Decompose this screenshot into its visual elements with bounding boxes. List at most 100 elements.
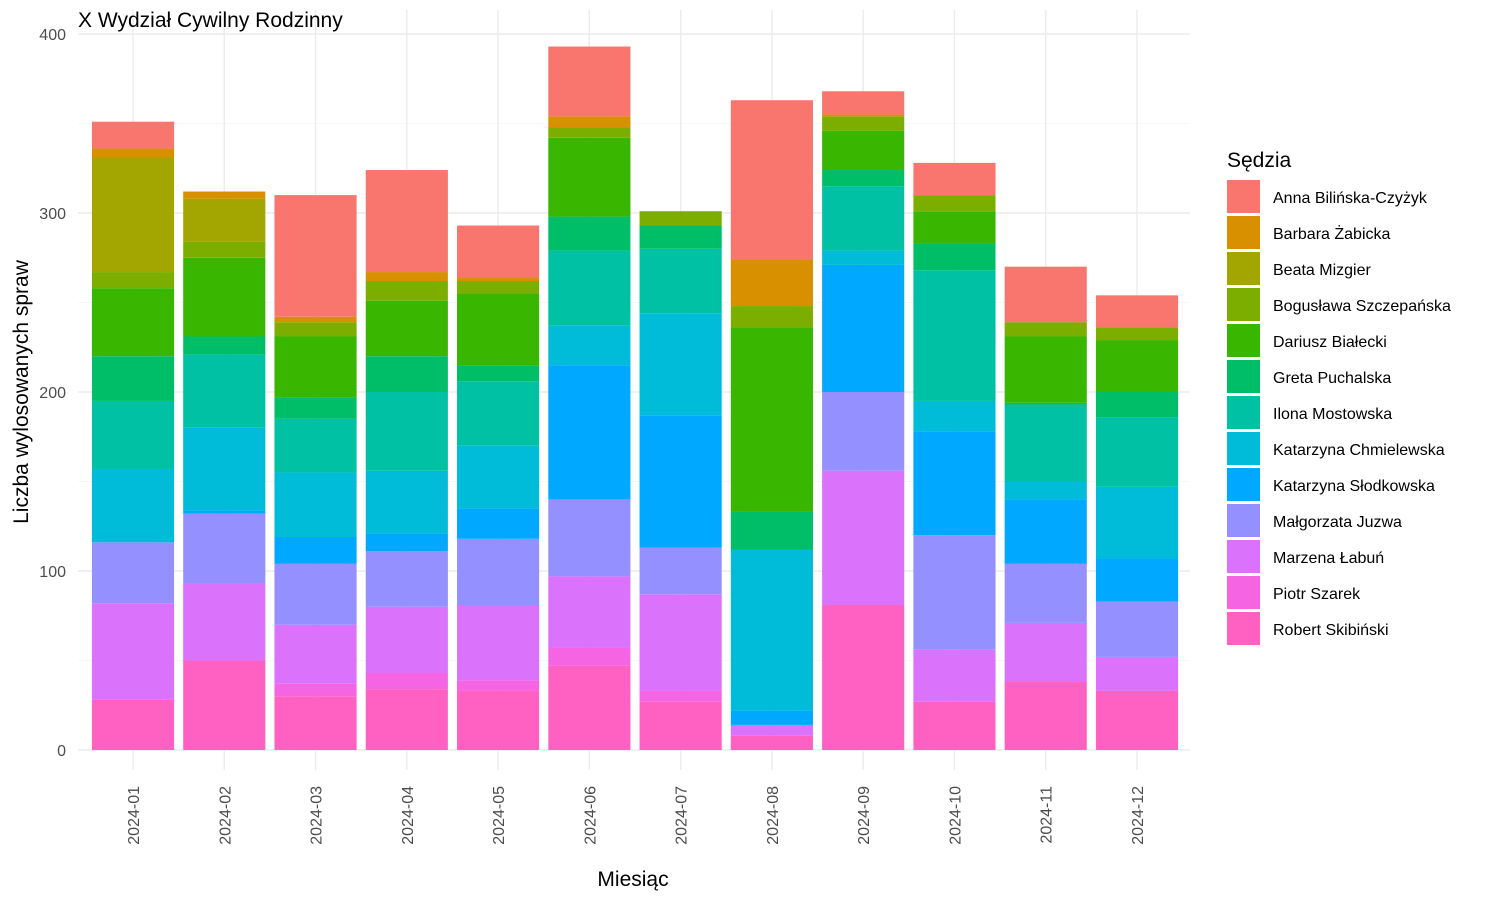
bar-segment: Katarzyna Słodkowska: 75 (548, 365, 631, 500)
legend-label: Ilona Mostowska (1273, 406, 1392, 423)
bar-segment: Robert Skibiński: 28 (91, 699, 175, 750)
y-tick-label: 0 (57, 743, 66, 760)
bar-segment: Katarzyna Słodkowska: 17 (457, 508, 540, 539)
legend-key (1227, 324, 1260, 357)
bar-segment: Małgorzata Juzwa: 34 (274, 563, 357, 625)
bar-segment: Anna Bilińska-Czyżyk: 89 (730, 100, 813, 260)
bar-segment: Robert Skibiński: 27 (639, 701, 722, 750)
bar-segment: Dariusz Białecki: 22 (822, 130, 905, 171)
bar-segment: Katarzyna Słodkowska: 8 (730, 710, 813, 725)
legend-key (1227, 360, 1260, 393)
bar-segment: Anna Bilińska-Czyżyk: 31 (1004, 266, 1087, 323)
bar-segment: Dariusz Białecki: 29 (1095, 340, 1179, 392)
bar-segment: Robert Skibiński: 50 (183, 660, 266, 750)
bar-segment: Greta Puchalska: 13 (639, 225, 722, 249)
legend-key (1227, 396, 1260, 429)
legend-label: Barbara Żabicka (1273, 224, 1390, 243)
legend-label: Dariusz Białecki (1273, 334, 1387, 351)
bar-segment: Dariusz Białecki: 31 (365, 300, 448, 357)
y-tick-label: 100 (39, 564, 66, 581)
chart-title: X Wydział Cywilny Rodzinny (78, 9, 343, 32)
bar-segment: Ilona Mostowska: 41 (183, 354, 266, 428)
bar-segment: Małgorzata Juzwa: 31 (1095, 601, 1179, 657)
x-tick-label: 2024-08 (765, 786, 782, 845)
bar-segment: Greta Puchalska: 25 (91, 356, 175, 401)
bar-segment: Greta Puchalska: 14 (1095, 392, 1179, 418)
x-tick-label: 2024-09 (856, 786, 873, 845)
x-tick-label: 2024-03 (309, 786, 326, 845)
bar-segment: Katarzyna Chmielewska: 57 (639, 313, 722, 416)
bar-segment: Dariusz Białecki: 34 (274, 336, 357, 398)
x-tick-label: 2024-04 (400, 786, 417, 845)
legend-key (1227, 216, 1260, 249)
bar-segment: Robert Skibiński: 8 (730, 735, 813, 750)
bar-segment: Anna Bilińska-Czyżyk: 29 (457, 225, 540, 278)
bar-segment: Robert Skibiński: 33 (457, 690, 540, 750)
bar-segment: Katarzyna Chmielewska: 22 (548, 325, 631, 366)
x-tick-label: 2024-07 (674, 786, 691, 845)
bar-segment: Bogusława Szczepańska: 8 (274, 322, 357, 337)
bar-segment: Marzena Łabuń: 43 (183, 583, 266, 661)
x-tick-label: 2024-12 (1130, 786, 1147, 845)
bar-segment: Ilona Mostowska: 73 (913, 270, 996, 401)
bar-segment: Barbara Żabicka: 5 (365, 272, 448, 282)
bar-segment: Bogusława Szczepańska: 9 (91, 272, 175, 289)
bar-segment: Marzena Łabuń: 33 (1004, 622, 1087, 682)
bar-segment: Robert Skibiński: 34 (365, 689, 448, 750)
bar-segment: Greta Puchalska: 9 (457, 365, 540, 382)
bar-segment: Beata Mizgier: 24 (183, 198, 266, 242)
bar-segment: Bogusława Szczepańska: 8 (822, 116, 905, 131)
bar-segment: Barbara Żabicka: 2 (457, 277, 540, 282)
bar-segment: Bogusława Szczepańska: 9 (913, 195, 996, 212)
bar-segment: Ilona Mostowska: 36 (457, 381, 540, 446)
bar-segment: Anna Bilińska-Czyżyk: 13 (822, 91, 905, 115)
bar-segment: Dariusz Białecki: 103 (730, 327, 813, 512)
bar-segment: Ilona Mostowska: 38 (91, 400, 175, 469)
bar-segment: Katarzyna Chmielewska: 46 (183, 427, 266, 511)
bar-segment: Marzena Łabuń: 29 (913, 649, 996, 702)
bar-segment: Katarzyna Słodkowska: 24 (1095, 558, 1179, 602)
bar-segment: Piotr Szarek: 7 (274, 683, 357, 697)
bar-segment: Marzena Łabuń: 75 (822, 470, 905, 606)
bar-segment: Marzena Łabuń: 37 (365, 606, 448, 674)
x-tick-label: 2024-01 (126, 786, 143, 845)
bar-segment: Bogusława Szczepańska: 9 (183, 241, 266, 258)
bar-segment: Katarzyna Chmielewska: 36 (274, 472, 357, 537)
bar-segment: Anna Bilińska-Czyżyk: 68 (274, 195, 357, 317)
legend-label: Piotr Szarek (1273, 586, 1361, 603)
legend-label: Greta Puchalska (1273, 370, 1391, 387)
bar-segment: Bogusława Szczepańska: 6 (548, 127, 631, 138)
bar-segment: Dariusz Białecki: 18 (913, 211, 996, 244)
legend-key (1227, 432, 1260, 465)
x-axis-title: Miesiąc (597, 868, 668, 891)
bar-segment: Dariusz Białecki: 38 (91, 288, 175, 357)
bar-segment: Katarzyna Słodkowska: 74 (639, 415, 722, 548)
bar-segment: Robert Skibiński: 38 (1004, 681, 1087, 750)
x-tick-label: 2024-05 (491, 786, 508, 845)
bar-segment: Małgorzata Juzwa: 34 (91, 542, 175, 604)
bar-segment: Greta Puchalska: 15 (913, 243, 996, 271)
y-axis-title: Liczba wylosowanych spraw (10, 259, 33, 524)
bar-segment: Bogusława Szczepańska: 8 (639, 211, 722, 226)
y-tick-label: 300 (39, 206, 66, 223)
bars-layer: Robert Skibiński: 28Marzena Łabuń: 54Mał… (91, 46, 1179, 750)
legend-label: Małgorzata Juzwa (1273, 514, 1402, 531)
bar-segment: Marzena Łabuń: 33 (274, 624, 357, 684)
bar-segment: Katarzyna Chmielewska: 35 (457, 445, 540, 509)
bar-segment: Dariusz Białecki: 44 (548, 137, 631, 217)
bar-segment: Katarzyna Słodkowska: 58 (913, 431, 996, 536)
bar-segment: Barbara Żabicka: 5 (91, 148, 175, 158)
legend-key (1227, 576, 1260, 609)
legend-label: Katarzyna Słodkowska (1273, 478, 1435, 495)
bar-segment: Katarzyna Chmielewska: 40 (1095, 486, 1179, 559)
legend-key (1227, 180, 1260, 213)
bar-segment: Dariusz Białecki: 44 (183, 257, 266, 337)
bar-segment: Katarzyna Chmielewska: 17 (913, 400, 996, 432)
legend-key (1227, 468, 1260, 501)
bar-segment: Barbara Żabicka: 26 (730, 259, 813, 307)
bar-segment: Marzena Łabuń: 40 (548, 576, 631, 648)
bar-segment: Marzena Łabuń: 6 (730, 724, 813, 736)
x-tick-label: 2024-06 (582, 786, 599, 845)
legend-key (1227, 612, 1260, 645)
